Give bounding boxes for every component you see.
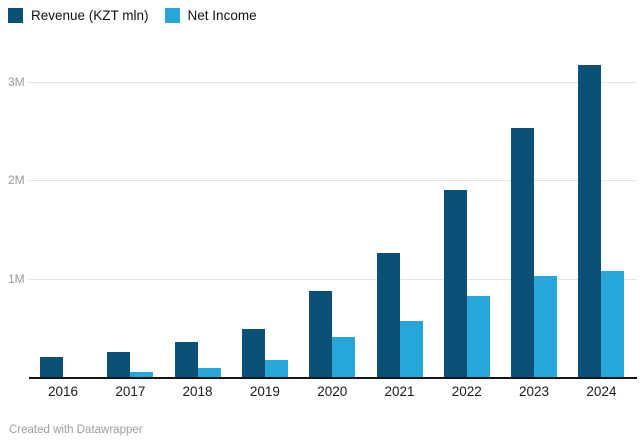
y-tick-label-3m: 3M (8, 75, 25, 89)
gridline-1m (29, 279, 637, 280)
bar-revenue-2018[interactable] (175, 342, 198, 378)
bar-net-income-2023[interactable] (534, 276, 557, 378)
x-axis-label-2019: 2019 (249, 384, 280, 399)
x-axis-label-2018: 2018 (182, 384, 213, 399)
gridline-3m (29, 82, 637, 83)
y-tick-label-1m: 1M (8, 272, 25, 286)
bar-revenue-2023[interactable] (511, 128, 534, 378)
legend-item-net-income: Net Income (164, 8, 257, 23)
legend-item-revenue: Revenue (KZT mln) (8, 8, 149, 23)
bar-revenue-2016[interactable] (40, 357, 63, 378)
legend-label-revenue: Revenue (KZT mln) (31, 8, 149, 23)
x-axis-label-2021: 2021 (384, 384, 415, 399)
bar-revenue-2024[interactable] (578, 64, 601, 378)
bar-net-income-2019[interactable] (265, 359, 288, 378)
bar-revenue-2021[interactable] (377, 252, 400, 378)
bar-net-income-2022[interactable] (467, 296, 490, 378)
x-axis-label-2023: 2023 (519, 384, 550, 399)
revenue-color-swatch (8, 8, 23, 23)
x-axis-label-2024: 2024 (586, 384, 617, 399)
x-axis-label-2022: 2022 (451, 384, 482, 399)
legend: Revenue (KZT mln) Net Income (8, 8, 273, 23)
bar-revenue-2019[interactable] (242, 328, 265, 378)
datawrapper-credit-link[interactable]: Created with Datawrapper (9, 424, 143, 436)
x-axis-label-2017: 2017 (115, 384, 146, 399)
bar-net-income-2018[interactable] (198, 368, 221, 378)
gridline-2m (29, 180, 637, 181)
net-income-color-swatch (164, 8, 180, 23)
bar-net-income-2020[interactable] (332, 336, 355, 378)
x-axis-label-2016: 2016 (48, 384, 79, 399)
x-axis-label-2020: 2020 (317, 384, 348, 399)
y-tick-label-2m: 2M (8, 173, 25, 187)
bar-revenue-2020[interactable] (309, 291, 332, 378)
bar-net-income-2024[interactable] (601, 271, 624, 378)
x-axis-baseline (29, 377, 637, 379)
bar-net-income-2021[interactable] (400, 320, 423, 378)
bar-revenue-2017[interactable] (107, 352, 130, 378)
bar-net-income-2017[interactable] (130, 372, 153, 378)
legend-label-net-income: Net Income (187, 8, 257, 23)
bar-revenue-2022[interactable] (444, 190, 467, 378)
